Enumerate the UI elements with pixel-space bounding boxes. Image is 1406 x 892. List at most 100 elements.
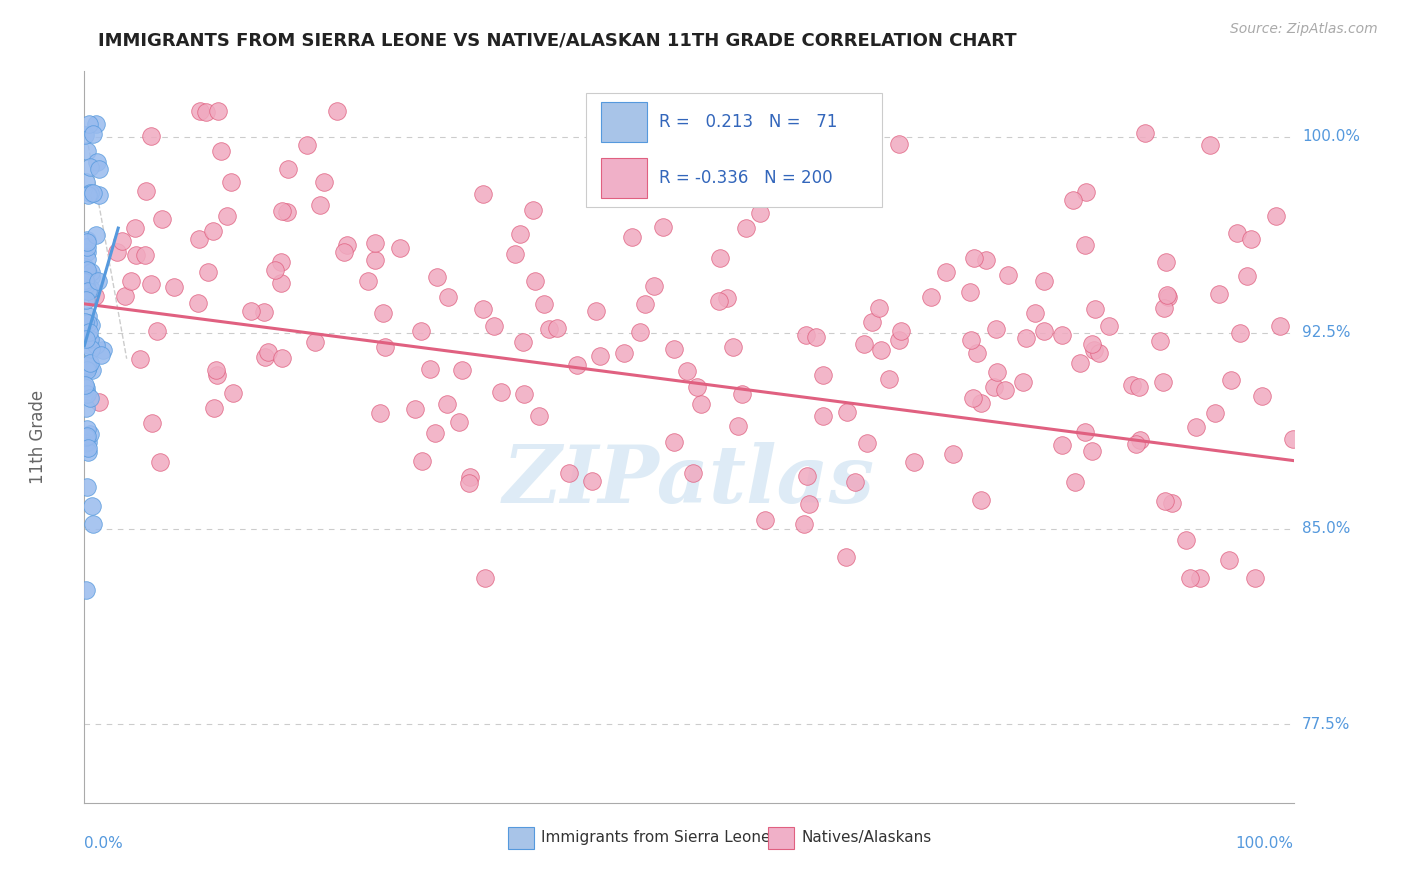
Point [77,359,100,374]
Point [364,235,387,250]
Point [75,315,97,329]
Point [120,274,142,288]
Point [77,309,100,323]
Point [689,397,711,411]
Point [651,219,673,234]
Point [73,275,96,289]
Point [716,291,738,305]
Point [1076,185,1098,199]
Point [73,262,96,277]
Point [1208,286,1230,301]
Point [727,419,749,434]
Point [163,280,186,294]
Text: R =   0.213   N =   71: R = 0.213 N = 71 [659,113,837,131]
Point [83,288,105,302]
Point [188,103,211,118]
Point [748,206,770,220]
Point [257,345,280,359]
Point [84,117,107,131]
Point [141,129,163,144]
Point [134,248,156,262]
FancyBboxPatch shape [508,827,534,849]
Point [868,301,890,316]
FancyBboxPatch shape [600,158,647,198]
Point [1268,318,1291,333]
Point [451,363,474,377]
Point [844,475,866,490]
Point [76,435,98,450]
Point [811,409,834,423]
Point [613,346,636,360]
Point [325,103,347,118]
Point [557,466,579,480]
Point [1024,306,1046,320]
Point [589,349,612,363]
Point [76,233,98,247]
Point [524,274,547,288]
Point [754,513,776,527]
Point [86,155,108,169]
Point [1154,255,1177,269]
Point [1152,375,1174,389]
Point [252,304,274,318]
Point [1199,138,1222,153]
Point [796,469,818,483]
Point [676,364,699,378]
Text: R = -0.336   N = 200: R = -0.336 N = 200 [659,169,832,186]
Point [149,455,172,469]
Point [1129,433,1152,447]
Point [76,445,98,459]
Point [89,161,111,176]
FancyBboxPatch shape [600,102,647,143]
Point [974,253,997,268]
Point [505,246,527,260]
FancyBboxPatch shape [768,827,794,849]
Point [436,396,458,410]
Point [79,427,101,442]
Point [696,126,718,140]
Point [458,476,481,491]
Point [75,128,97,142]
Point [404,401,426,416]
Point [129,351,152,366]
Point [1125,437,1147,451]
Point [409,324,432,338]
Point [793,516,815,531]
Point [76,359,98,373]
Point [513,387,536,401]
Point [887,137,910,152]
Point [856,435,879,450]
Point [79,391,101,405]
Point [207,103,229,118]
Point [80,269,103,284]
Point [76,479,98,493]
Point [76,284,98,298]
Text: 100.0%: 100.0% [1236,836,1294,851]
Point [970,396,993,410]
Point [75,332,97,346]
Point [80,362,103,376]
Text: 0.0%: 0.0% [84,836,124,851]
Point [76,262,98,277]
Point [959,285,981,300]
Point [76,387,98,401]
Point [79,318,101,332]
Point [201,224,224,238]
Point [686,380,709,394]
Point [271,351,294,365]
Point [994,383,1017,397]
Point [76,422,98,436]
Point [890,324,912,338]
Point [565,358,588,372]
Point [1064,475,1087,489]
Point [887,334,910,348]
Text: 92.5%: 92.5% [1302,325,1350,340]
Point [73,275,96,289]
Point [983,380,1005,394]
Point [709,293,731,308]
Point [1011,375,1033,389]
Point [853,337,876,351]
Point [1133,126,1156,140]
Point [141,416,163,430]
Point [76,252,98,266]
